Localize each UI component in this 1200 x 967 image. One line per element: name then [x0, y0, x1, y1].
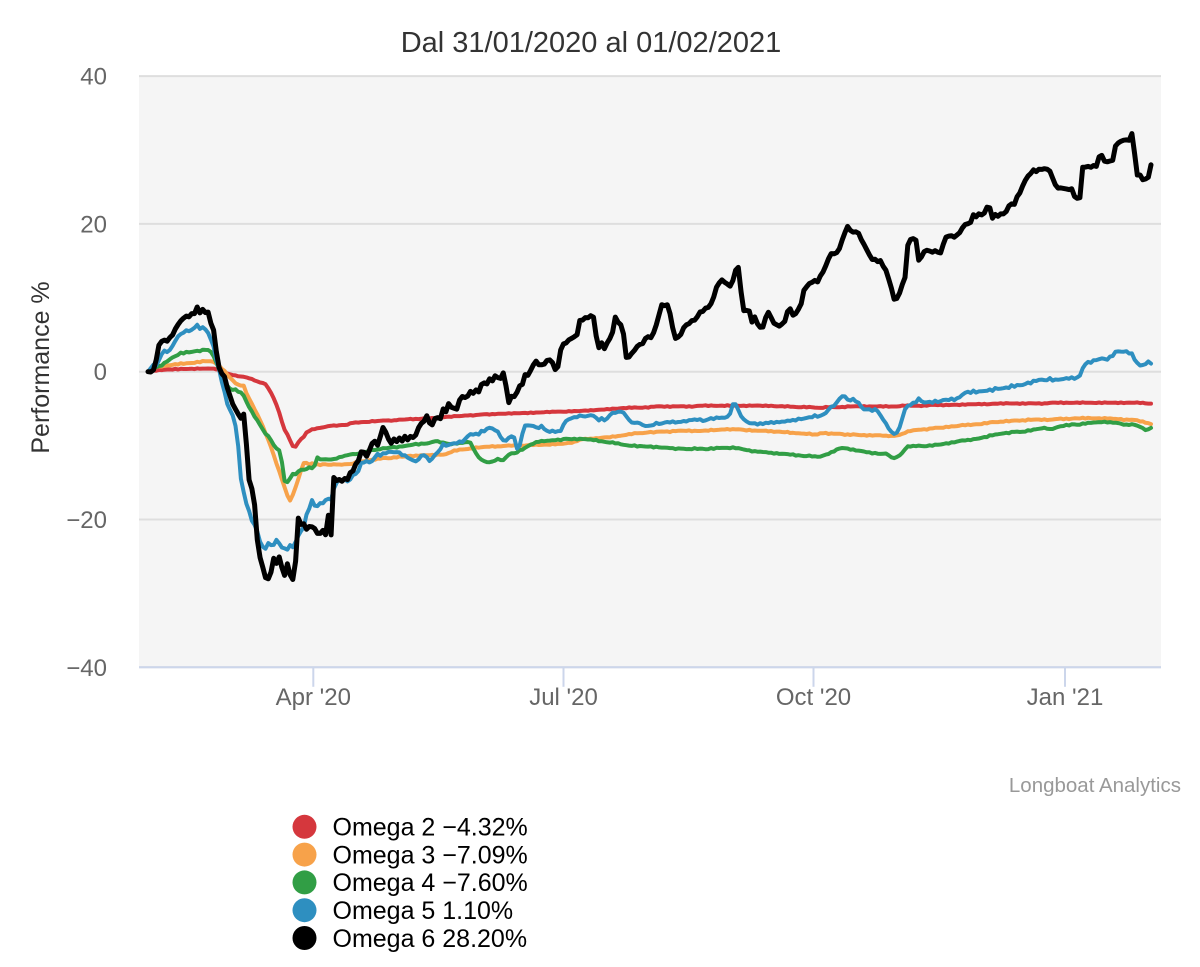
svg-text:Omega 3 −7.09%: Omega 3 −7.09%	[333, 841, 528, 869]
svg-text:Omega 6 28.20%: Omega 6 28.20%	[333, 925, 528, 953]
svg-text:−40: −40	[66, 655, 107, 682]
svg-text:Performance %: Performance %	[27, 281, 55, 453]
svg-text:Jan '21: Jan '21	[1027, 684, 1104, 711]
svg-text:Jul '20: Jul '20	[529, 684, 598, 711]
svg-text:Longboat Analytics: Longboat Analytics	[1009, 774, 1181, 797]
svg-text:Omega 4 −7.60%: Omega 4 −7.60%	[333, 869, 528, 897]
svg-text:Omega 2 −4.32%: Omega 2 −4.32%	[333, 814, 528, 842]
svg-text:20: 20	[80, 211, 107, 238]
svg-text:40: 40	[80, 64, 107, 91]
svg-text:Omega 5 1.10%: Omega 5 1.10%	[333, 897, 514, 925]
svg-text:Dal 31/01/2020 al 01/02/2021: Dal 31/01/2020 al 01/02/2021	[401, 27, 782, 59]
svg-text:Oct '20: Oct '20	[776, 684, 851, 711]
svg-text:−20: −20	[66, 507, 107, 534]
svg-text:0: 0	[94, 359, 107, 386]
svg-text:Apr '20: Apr '20	[276, 684, 351, 711]
